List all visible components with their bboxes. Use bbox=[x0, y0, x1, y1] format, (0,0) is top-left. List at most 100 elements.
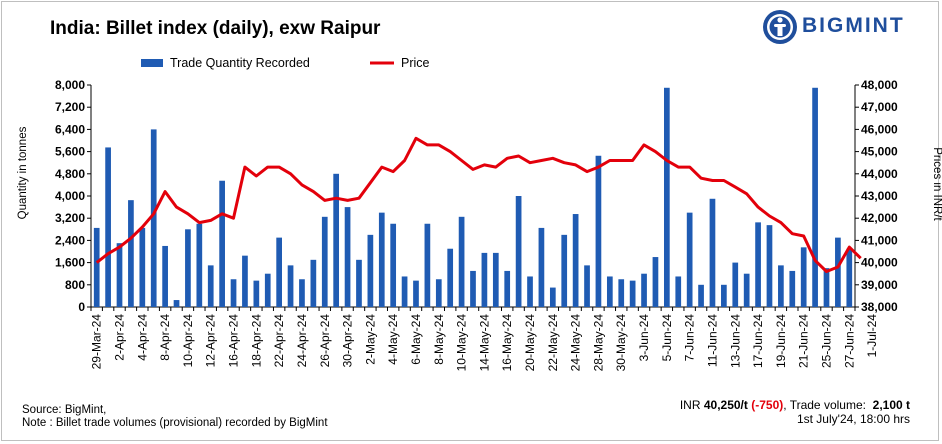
y2-tick-label: 45,000 bbox=[861, 145, 898, 159]
y2-tick-label: 40,000 bbox=[861, 256, 898, 270]
bar bbox=[527, 276, 533, 307]
bar bbox=[196, 223, 203, 307]
bar bbox=[629, 280, 636, 307]
bar bbox=[299, 279, 305, 307]
bar bbox=[333, 173, 340, 307]
bar bbox=[150, 129, 157, 307]
bar bbox=[321, 216, 328, 307]
x-tick-label: 18-Apr-24 bbox=[249, 314, 263, 368]
bar-series bbox=[93, 87, 853, 308]
legend: Trade Quantity Recorded Price bbox=[141, 56, 430, 70]
bar bbox=[778, 265, 784, 307]
bar bbox=[390, 223, 397, 307]
bar bbox=[538, 227, 545, 307]
y2-tick-label: 41,000 bbox=[861, 233, 898, 247]
x-tick-label: 4-Apr-24 bbox=[135, 314, 149, 361]
x-tick-label: 8-May-24 bbox=[432, 314, 446, 365]
price-line bbox=[95, 136, 862, 273]
x-tick-label: 26-Apr-24 bbox=[318, 314, 332, 368]
source-text: Source: BigMint, bbox=[22, 404, 107, 416]
x-tick-label: 19-Jun-24 bbox=[774, 314, 788, 368]
bigmint-logo-icon bbox=[763, 10, 797, 44]
bar bbox=[105, 147, 111, 307]
x-tick-label: 30-Apr-24 bbox=[341, 314, 355, 368]
y2-axis-ticks: 38,000 39,000 40,000 41,000 42,000 43,000 44,0… bbox=[855, 78, 898, 314]
bar bbox=[789, 270, 796, 307]
bar bbox=[481, 252, 488, 307]
x-tick-label: 24-Apr-24 bbox=[295, 314, 309, 368]
bar bbox=[846, 248, 853, 307]
bar bbox=[253, 280, 260, 307]
bar bbox=[492, 252, 499, 307]
bar bbox=[686, 212, 693, 307]
bar bbox=[287, 265, 294, 307]
bar bbox=[675, 276, 682, 307]
bar bbox=[618, 279, 625, 307]
x-tick-label: 27-Jun-24 bbox=[842, 314, 856, 368]
price-value: 40,250/t bbox=[703, 398, 748, 412]
bar bbox=[595, 155, 602, 307]
y2-tick-label: 44,000 bbox=[861, 167, 898, 181]
bar bbox=[812, 87, 818, 308]
footer-notes: Source: BigMint, Note : Billet trade vol… bbox=[22, 404, 328, 430]
bar bbox=[823, 268, 830, 307]
price-prefix: INR bbox=[679, 398, 704, 412]
y-tick-label: 0 bbox=[78, 300, 85, 314]
bar bbox=[584, 265, 590, 307]
x-tick-label: 4-May-24 bbox=[386, 314, 400, 365]
bar bbox=[515, 196, 522, 307]
y-tick-label: 1,600 bbox=[55, 256, 85, 270]
note-text: Note : Billet trade volumes (provisional… bbox=[22, 417, 328, 429]
y-tick-label: 5,600 bbox=[55, 145, 85, 159]
price-summary: INR 40,250/t (-750), Trade volume: 2,100… bbox=[680, 398, 910, 426]
bar bbox=[367, 234, 374, 307]
x-tick-label: 13-Jun-24 bbox=[728, 314, 742, 368]
y2-tick-label: 46,000 bbox=[861, 122, 898, 136]
bar bbox=[401, 276, 408, 307]
bar bbox=[162, 245, 168, 307]
x-tick-label: 25-Jun-24 bbox=[819, 314, 833, 368]
bar bbox=[458, 216, 465, 307]
legend-bar-label: Trade Quantity Recorded bbox=[170, 56, 310, 70]
volume-prefix: , Trade volume: bbox=[783, 398, 866, 412]
y2-tick-label: 47,000 bbox=[861, 100, 898, 114]
x-tick-label: 11-Jun-24 bbox=[705, 314, 719, 367]
bar bbox=[606, 276, 613, 307]
bar bbox=[698, 284, 704, 307]
x-tick-label: 5-Jun-24 bbox=[660, 314, 674, 362]
x-tick-label: 1-Jul-24 bbox=[865, 314, 879, 358]
y-axis-ticks: 0 800 1,600 2,400 3,200 4,000 4,800 5,600 6,400 7… bbox=[55, 78, 91, 314]
summary-line: INR 40,250/t (-750), Trade volume: 2,100… bbox=[680, 398, 910, 412]
bar bbox=[835, 237, 841, 307]
y-tick-label: 4,000 bbox=[55, 189, 85, 203]
x-tick-label: 21-Jun-24 bbox=[797, 314, 811, 368]
bar bbox=[709, 198, 716, 307]
bar bbox=[732, 262, 739, 307]
x-tick-label: 10-Apr-24 bbox=[181, 314, 195, 368]
bar bbox=[721, 284, 727, 307]
bar bbox=[378, 212, 385, 307]
chart-title: India: Billet index (daily), exw Raipur bbox=[50, 18, 381, 39]
bar bbox=[116, 243, 123, 307]
bar bbox=[242, 255, 248, 307]
legend-line-label: Price bbox=[401, 56, 430, 70]
price-series bbox=[95, 136, 862, 273]
timestamp: 1st July'24, 18:00 hrs bbox=[796, 412, 910, 426]
bar bbox=[207, 265, 214, 307]
x-tick-label: 16-Apr-24 bbox=[227, 314, 241, 368]
bar bbox=[230, 279, 237, 307]
bar bbox=[641, 273, 647, 307]
x-tick-label: 22-May-24 bbox=[546, 314, 560, 372]
x-tick-label: 30-May-24 bbox=[614, 314, 628, 372]
y-tick-label: 8,000 bbox=[55, 78, 85, 92]
x-tick-label: 29-Mar-24 bbox=[90, 314, 104, 370]
x-tick-label: 3-Jun-24 bbox=[637, 314, 651, 362]
brand-name: BIGMINT bbox=[802, 14, 905, 37]
y2-tick-label: 39,000 bbox=[861, 278, 898, 292]
bar bbox=[413, 280, 419, 307]
bar bbox=[424, 223, 431, 307]
y-axis-title: Quantity in tonnes bbox=[17, 126, 29, 219]
bar bbox=[139, 227, 146, 307]
bar bbox=[310, 259, 317, 307]
